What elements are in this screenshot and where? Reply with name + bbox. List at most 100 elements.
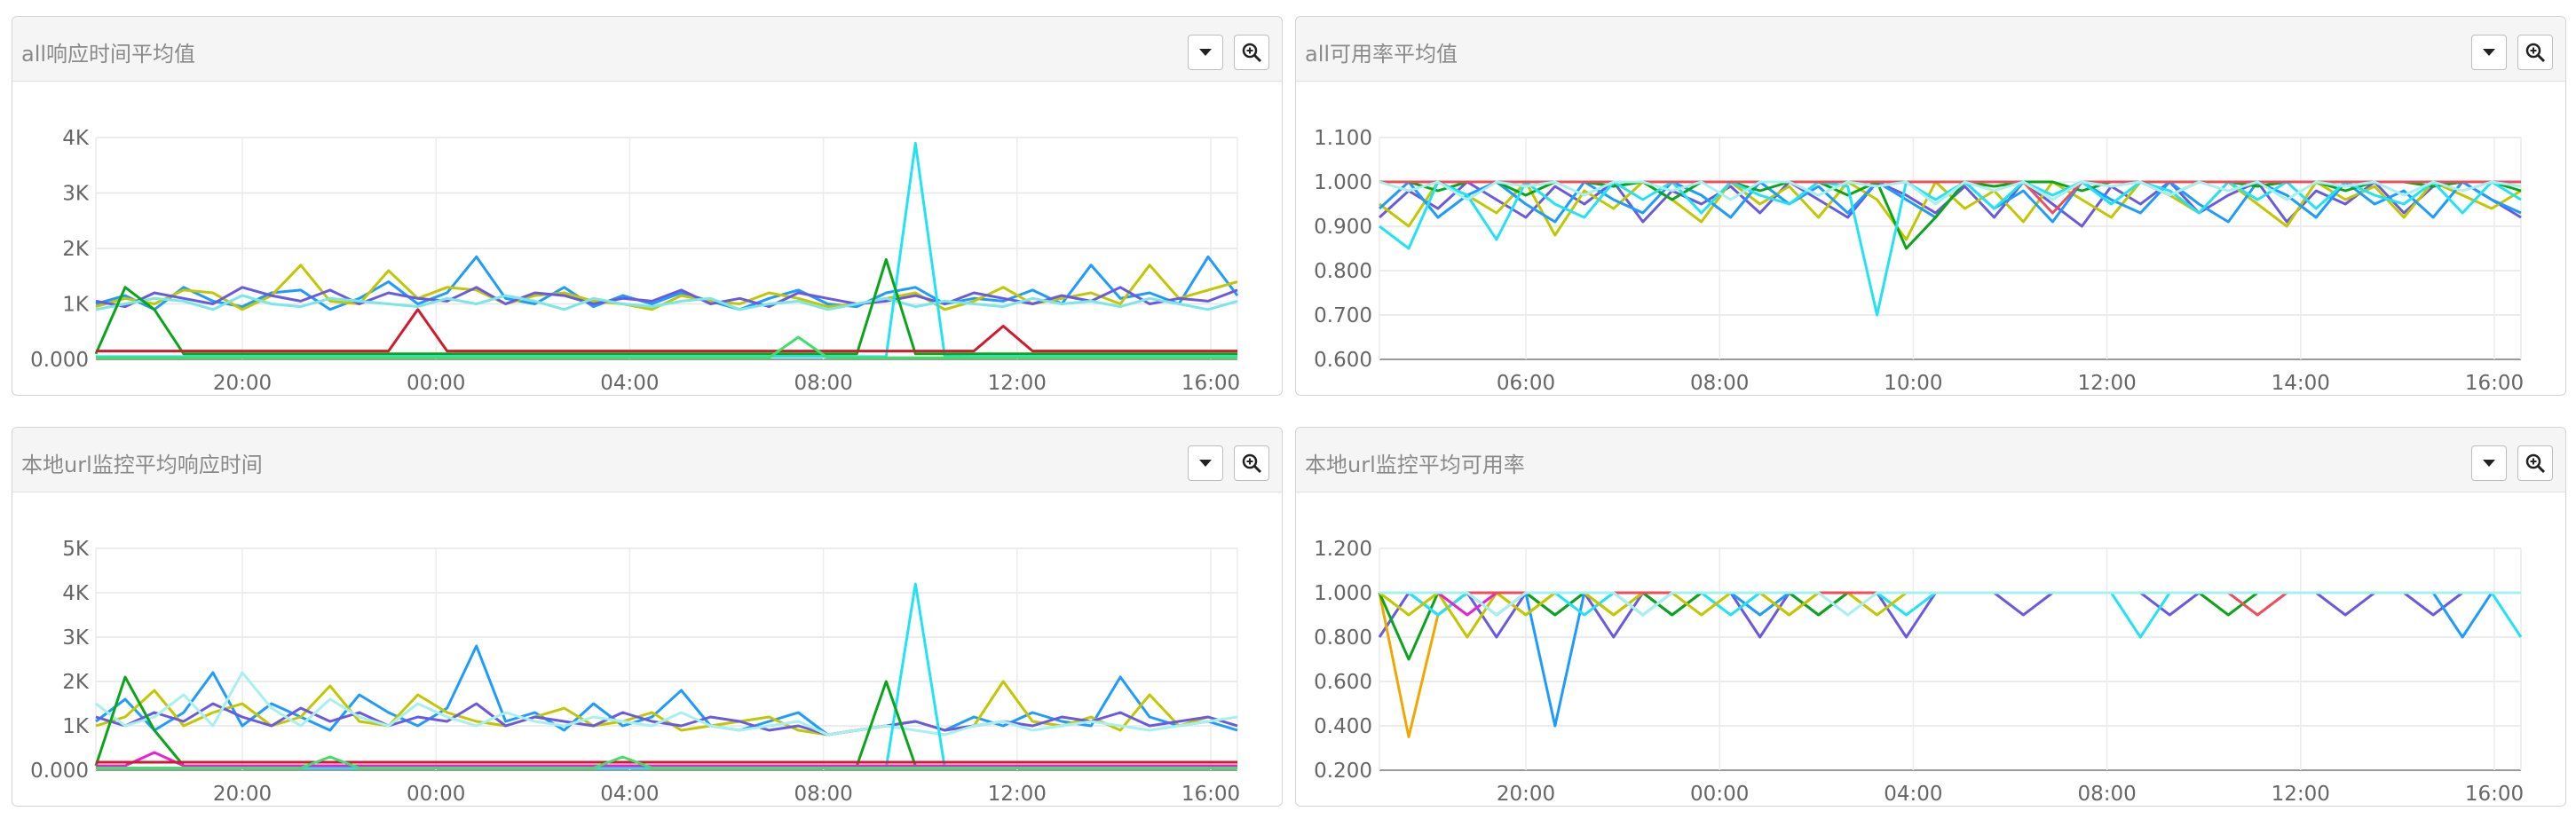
panel-title: all响应时间平均值 [21, 42, 196, 67]
y-tick-label: 1.200 [1314, 538, 1372, 561]
series-line [95, 644, 1238, 736]
zoom-in-icon [1242, 43, 1262, 63]
series-line [1379, 180, 2522, 206]
y-tick-label: 0.800 [1314, 626, 1372, 650]
y-tick-label: 5K [62, 538, 90, 561]
series-line [96, 308, 1237, 353]
panel-header: all可用率平均值 [1296, 17, 2565, 82]
zoom-in-icon [1242, 453, 1262, 474]
dropdown-button[interactable] [2471, 35, 2507, 70]
panel-local-url-availability: 本地url监控平均可用率 0.200 0.400 0.600 0.800 1.000 1.… [1295, 427, 2566, 807]
series-line [96, 335, 1237, 359]
y-tick-label: 4K [62, 582, 90, 605]
x-tick-label: 06:00 [1497, 372, 1555, 395]
caret-down-icon [2483, 460, 2495, 467]
chart: 0.000 1K 2K 3K 4K 5K 20:00 00:00 04:00 08:00 12:00… [30, 538, 1240, 806]
x-tick-label: 12:00 [988, 783, 1047, 806]
chart: 0.000 1K 2K 3K 4K 20:00 00:00 04:00 08:00 12:00 16… [30, 127, 1240, 395]
y-tick-label: 0.200 [1314, 760, 1372, 783]
zoom-in-icon [2525, 43, 2546, 63]
x-tick-label: 14:00 [2272, 372, 2330, 395]
panel-title: 本地url监控平均可用率 [1305, 453, 1525, 477]
dropdown-button[interactable] [2471, 445, 2507, 481]
series-line [96, 751, 1237, 768]
x-tick-label: 20:00 [213, 372, 272, 395]
dropdown-button[interactable] [1188, 445, 1223, 481]
y-tick-label: 1.100 [1314, 127, 1372, 150]
series-line [1379, 180, 2522, 317]
zoom-button[interactable] [1234, 445, 1269, 481]
y-tick-label: 0.600 [1314, 671, 1372, 694]
zoom-button[interactable] [2517, 445, 2553, 481]
y-tick-label: 0.400 [1314, 715, 1372, 738]
series-line [1379, 591, 2521, 617]
y-tick-label: 2K [62, 671, 90, 694]
y-tick-label: 0.600 [1314, 349, 1372, 372]
chart: 0.600 0.700 0.800 0.900 1.000 1.100 06:00 08:00… [1314, 127, 2524, 395]
y-tick-label: 3K [62, 183, 90, 206]
series-line [96, 141, 1237, 358]
series-line [1378, 591, 2521, 639]
y-tick-label: 1K [62, 715, 90, 738]
series-line [95, 671, 1238, 736]
series-line [1379, 591, 2521, 639]
x-tick-label: 16:00 [1181, 783, 1240, 806]
caret-down-icon [1199, 460, 1212, 467]
series-line [1379, 591, 2523, 639]
y-tick-label: 0.800 [1314, 260, 1372, 283]
x-tick-label: 00:00 [407, 372, 465, 395]
y-tick-label: 0.000 [30, 349, 89, 372]
x-tick-label: 12:00 [2077, 372, 2136, 395]
series-line [1378, 591, 2521, 738]
y-tick-label: 0.000 [30, 760, 89, 783]
y-tick-label: 2K [62, 238, 90, 261]
y-tick-label: 1K [62, 294, 90, 317]
series-line [1379, 180, 2522, 241]
caret-down-icon [2483, 49, 2495, 56]
series-line [95, 286, 1238, 309]
dropdown-button[interactable] [1188, 35, 1223, 70]
x-tick-label: 08:00 [1690, 372, 1749, 395]
x-tick-label: 20:00 [213, 783, 272, 806]
series-line [1378, 591, 2521, 661]
panel-title: 本地url监控平均响应时间 [21, 453, 263, 477]
y-tick-label: 0.700 [1314, 304, 1372, 327]
x-tick-label: 08:00 [794, 372, 852, 395]
zoom-in-icon [2525, 453, 2546, 474]
series-line [96, 582, 1237, 769]
y-tick-label: 3K [62, 626, 90, 650]
panel-header: 本地url监控平均响应时间 [12, 428, 1282, 492]
chart: 0.200 0.400 0.600 0.800 1.000 1.200 20:00 00:00… [1314, 538, 2524, 806]
panel-title: all可用率平均值 [1305, 42, 1458, 67]
zoom-button[interactable] [2517, 35, 2553, 70]
series-line [95, 680, 1238, 736]
x-tick-label: 04:00 [600, 783, 659, 806]
x-tick-label: 12:00 [2272, 783, 2330, 806]
x-tick-label: 08:00 [2077, 783, 2136, 806]
x-tick-label: 00:00 [407, 783, 465, 806]
panel-header: all响应时间平均值 [12, 17, 1282, 82]
x-tick-label: 12:00 [988, 372, 1047, 395]
x-tick-label: 20:00 [1497, 783, 1555, 806]
panel-all-response-time: all响应时间平均值 0.000 1K 2K 3K 4K 20:00 00:00 04:00 0… [12, 16, 1283, 396]
x-tick-label: 10:00 [1884, 372, 1942, 395]
series-line [95, 255, 1239, 311]
x-tick-label: 04:00 [1884, 783, 1942, 806]
x-tick-label: 16:00 [2465, 783, 2524, 806]
zoom-button[interactable] [1234, 35, 1269, 70]
series-line [95, 294, 1238, 311]
y-tick-label: 1.000 [1314, 171, 1372, 194]
panel-header: 本地url监控平均可用率 [1296, 428, 2565, 492]
y-tick-label: 1.000 [1314, 582, 1372, 605]
x-tick-label: 08:00 [794, 783, 852, 806]
caret-down-icon [1199, 49, 1212, 56]
y-tick-label: 4K [62, 127, 90, 150]
series-line [96, 755, 1237, 769]
x-tick-label: 16:00 [2465, 372, 2524, 395]
panel-local-url-response-time: 本地url监控平均响应时间 0.000 1K 2K 3K 4K 5K 20:00 00:00 0… [12, 427, 1283, 807]
panel-all-availability: all可用率平均值 0.600 0.700 0.800 0.900 1.000 1.100… [1295, 16, 2566, 396]
x-tick-label: 04:00 [600, 372, 659, 395]
y-tick-label: 0.900 [1314, 216, 1372, 239]
series-line [1379, 180, 2521, 215]
x-tick-label: 16:00 [1181, 372, 1240, 395]
